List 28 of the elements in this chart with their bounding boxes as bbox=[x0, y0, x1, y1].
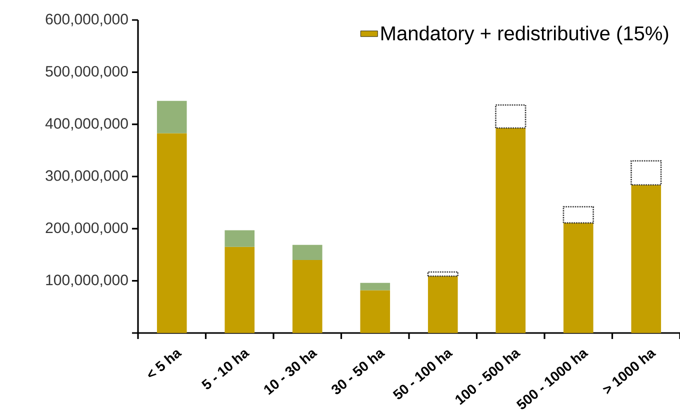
bar bbox=[292, 244, 322, 260]
bar bbox=[428, 276, 458, 333]
bar bbox=[563, 222, 594, 333]
bar bbox=[224, 230, 255, 247]
y-tick-label: 500,000,000 bbox=[46, 66, 128, 78]
bar bbox=[360, 290, 390, 333]
bar bbox=[631, 184, 662, 333]
bar bbox=[156, 133, 187, 333]
bar bbox=[427, 271, 458, 277]
y-tick-label: 600,000,000 bbox=[46, 14, 128, 26]
bar bbox=[496, 128, 526, 333]
x-tick-label: < 5 ha bbox=[148, 350, 182, 378]
bar bbox=[630, 160, 662, 186]
x-tick-label: 10 - 30 ha bbox=[264, 350, 318, 395]
bar bbox=[224, 246, 255, 333]
bar bbox=[156, 100, 187, 134]
y-tick-label: 200,000,000 bbox=[46, 222, 128, 235]
x-tick-label: 30 - 50 ha bbox=[332, 350, 386, 394]
x-tick-label: 5 - 10 ha bbox=[201, 350, 250, 390]
bar bbox=[360, 282, 390, 290]
y-tick-label: 400,000,000 bbox=[45, 118, 128, 131]
legend-label: Mandatory + redistributive (15%) bbox=[381, 26, 668, 44]
bar bbox=[562, 206, 594, 224]
bar bbox=[495, 104, 526, 129]
x-tick-label: 50 - 100 ha bbox=[392, 350, 453, 400]
y-tick-label: 300,000,000 bbox=[46, 170, 128, 183]
bar bbox=[292, 260, 322, 333]
y-tick-label: 100,000,000 bbox=[46, 274, 128, 288]
